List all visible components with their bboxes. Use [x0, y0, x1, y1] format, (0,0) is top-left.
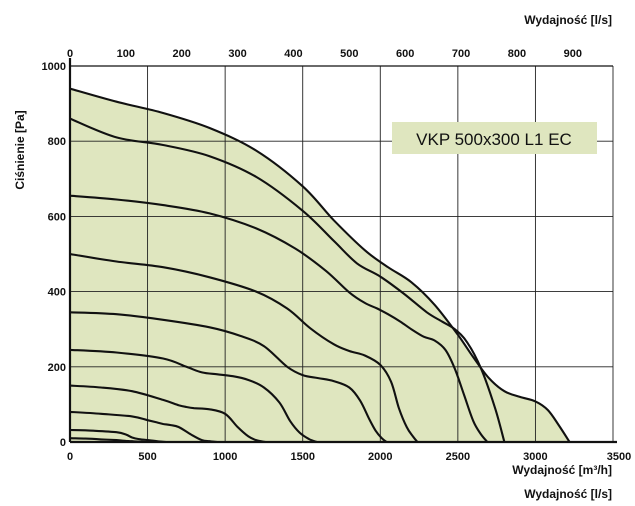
label-layer: 0 500 1000 1500 2000 2500 3000 3500020040060080…: [42, 48, 632, 463]
top-x-tick-label: 200: [173, 48, 191, 60]
y-tick-label: 600: [48, 211, 66, 223]
y-tick-label: 0: [60, 437, 66, 449]
performance-curve-7: [70, 410, 219, 442]
x-tick-label: 1500: [290, 451, 314, 463]
performance-curve-4: [70, 311, 388, 442]
model-label-background: [392, 122, 597, 154]
x-tick-label: 0: [67, 451, 73, 463]
x-tick-label: 3000: [523, 451, 547, 463]
x-tick-label: 2000: [368, 451, 392, 463]
top-x-axis-title: Wydajność [l/s]: [524, 13, 612, 27]
top-x-tick-label: 700: [452, 48, 470, 60]
y-tick-label: 1000: [42, 61, 66, 73]
top-x-tick-label: 800: [508, 48, 526, 60]
x-tick-label: 500: [138, 451, 156, 463]
y-tick-label: 200: [48, 362, 66, 374]
performance-curve-3: [70, 252, 419, 442]
y-axis-title: Ciśnienie [Pa]: [13, 110, 27, 189]
performance-curve-5: [70, 348, 318, 442]
top-x-tick-label: 900: [564, 48, 582, 60]
x-tick-label: 1000: [213, 451, 237, 463]
x-tick-label: 3500: [607, 451, 631, 463]
performance-curve-9: [70, 437, 152, 442]
y-tick-label: 800: [48, 136, 66, 148]
bottom-x-axis-title: Wydajność [m³/h]: [512, 463, 612, 477]
chart-title: VKP 500x300 L1 EC: [416, 130, 572, 149]
top-x-tick-label: 100: [117, 48, 135, 60]
performance-curve-6: [70, 384, 267, 442]
top-x-tick-label: 400: [284, 48, 302, 60]
max-performance-curve: [70, 87, 571, 442]
performance-curve-1: [70, 117, 506, 442]
y-tick-label: 400: [48, 287, 66, 299]
top-x-tick-label: 0: [67, 48, 73, 60]
curve-layer: [70, 87, 571, 442]
x-tick-label: 2500: [446, 451, 470, 463]
performance-curve-2: [70, 194, 489, 442]
top-x-tick-label: 300: [228, 48, 246, 60]
bottom-x-axis-title-secondary: Wydajność [l/s]: [524, 487, 612, 501]
top-x-tick-label: 500: [340, 48, 358, 60]
top-x-tick-label: 600: [396, 48, 414, 60]
performance-curve-8: [70, 428, 168, 442]
